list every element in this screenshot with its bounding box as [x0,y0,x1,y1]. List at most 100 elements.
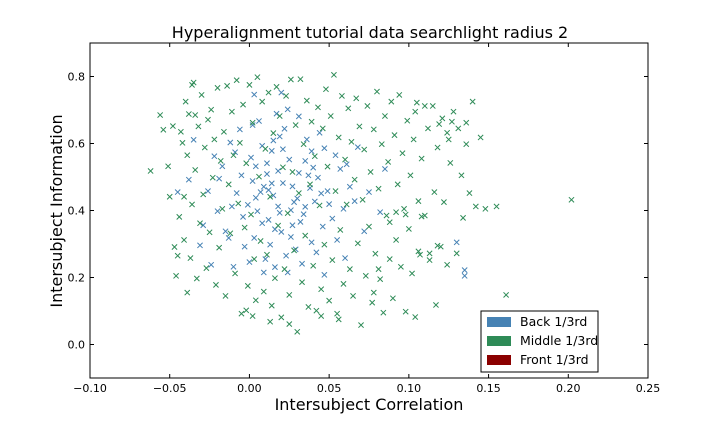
data-point [503,291,510,298]
data-point [233,190,240,197]
data-point [436,121,443,128]
data-point [289,169,296,175]
data-point [440,199,447,206]
data-point [315,104,321,111]
data-point [337,166,344,172]
data-point [364,103,371,109]
data-point [214,84,221,91]
x-tick-label: −0.10 [73,382,107,395]
data-point [472,203,479,210]
data-point [225,181,232,188]
data-point [236,139,243,146]
data-point [165,163,172,170]
data-point [271,264,278,271]
data-point [181,193,188,200]
data-point [281,266,288,273]
data-point [295,113,302,120]
data-point [216,244,223,251]
x-tick-label: 0.20 [556,382,581,395]
data-point [453,239,460,246]
data-point [281,125,288,132]
points-layer [147,71,575,335]
data-point [361,228,368,235]
data-point [216,175,223,182]
data-point [316,129,323,136]
data-point [433,302,439,308]
data-point [366,189,372,196]
data-point [415,198,422,205]
data-point [256,173,262,180]
data-point [421,212,428,219]
data-point [303,136,310,143]
data-point [279,164,286,171]
data-point [461,272,468,279]
data-point [264,171,270,177]
data-point [319,125,326,132]
data-point [350,292,357,299]
data-point [267,241,274,248]
data-point [367,169,374,175]
data-point [299,260,305,267]
data-point [195,123,202,130]
data-point [265,216,272,223]
data-point [381,113,388,119]
data-point [233,77,240,84]
data-point [311,153,318,160]
data-point [179,139,186,146]
data-point [212,281,219,288]
data-point [278,228,285,235]
data-point [278,314,285,321]
data-point [208,261,215,268]
data-point [335,316,342,323]
data-point [332,152,339,159]
data-point [343,161,350,168]
data-point [380,309,387,316]
data-point [319,223,326,230]
data-point [192,112,199,118]
data-point [157,112,164,118]
data-point [431,189,438,196]
data-point [286,321,293,328]
data-point [252,297,259,304]
data-point [205,188,211,195]
data-point [345,105,352,112]
data-point [270,192,277,199]
series-1 [147,71,575,335]
data-point [220,128,227,135]
data-point [466,190,473,197]
data-point [412,108,419,115]
data-point [415,248,422,255]
data-point [160,126,167,133]
data-point [173,272,180,279]
data-point [334,310,341,317]
data-point [267,318,274,325]
data-point [190,136,197,143]
data-point [267,193,274,200]
data-point [450,108,457,115]
x-tick-label: 0.05 [317,382,342,395]
data-point [458,172,465,179]
data-point [330,71,337,78]
data-point [252,194,259,201]
data-point [246,259,253,266]
data-point [410,136,417,143]
data-point [284,210,291,217]
data-point [227,230,234,237]
data-point [197,242,203,249]
data-point [329,257,336,264]
data-point [283,92,290,99]
data-point [417,251,423,258]
data-point [232,270,239,277]
data-point [393,209,400,216]
data-point [184,289,191,296]
data-point [315,174,321,181]
data-point [230,263,237,270]
data-point [374,88,380,95]
data-point [397,263,404,270]
data-point [413,99,420,106]
data-point [268,147,275,154]
data-point [342,156,349,163]
data-point [437,243,444,250]
y-tick-label: 0.0 [68,339,86,352]
data-point [265,187,272,194]
